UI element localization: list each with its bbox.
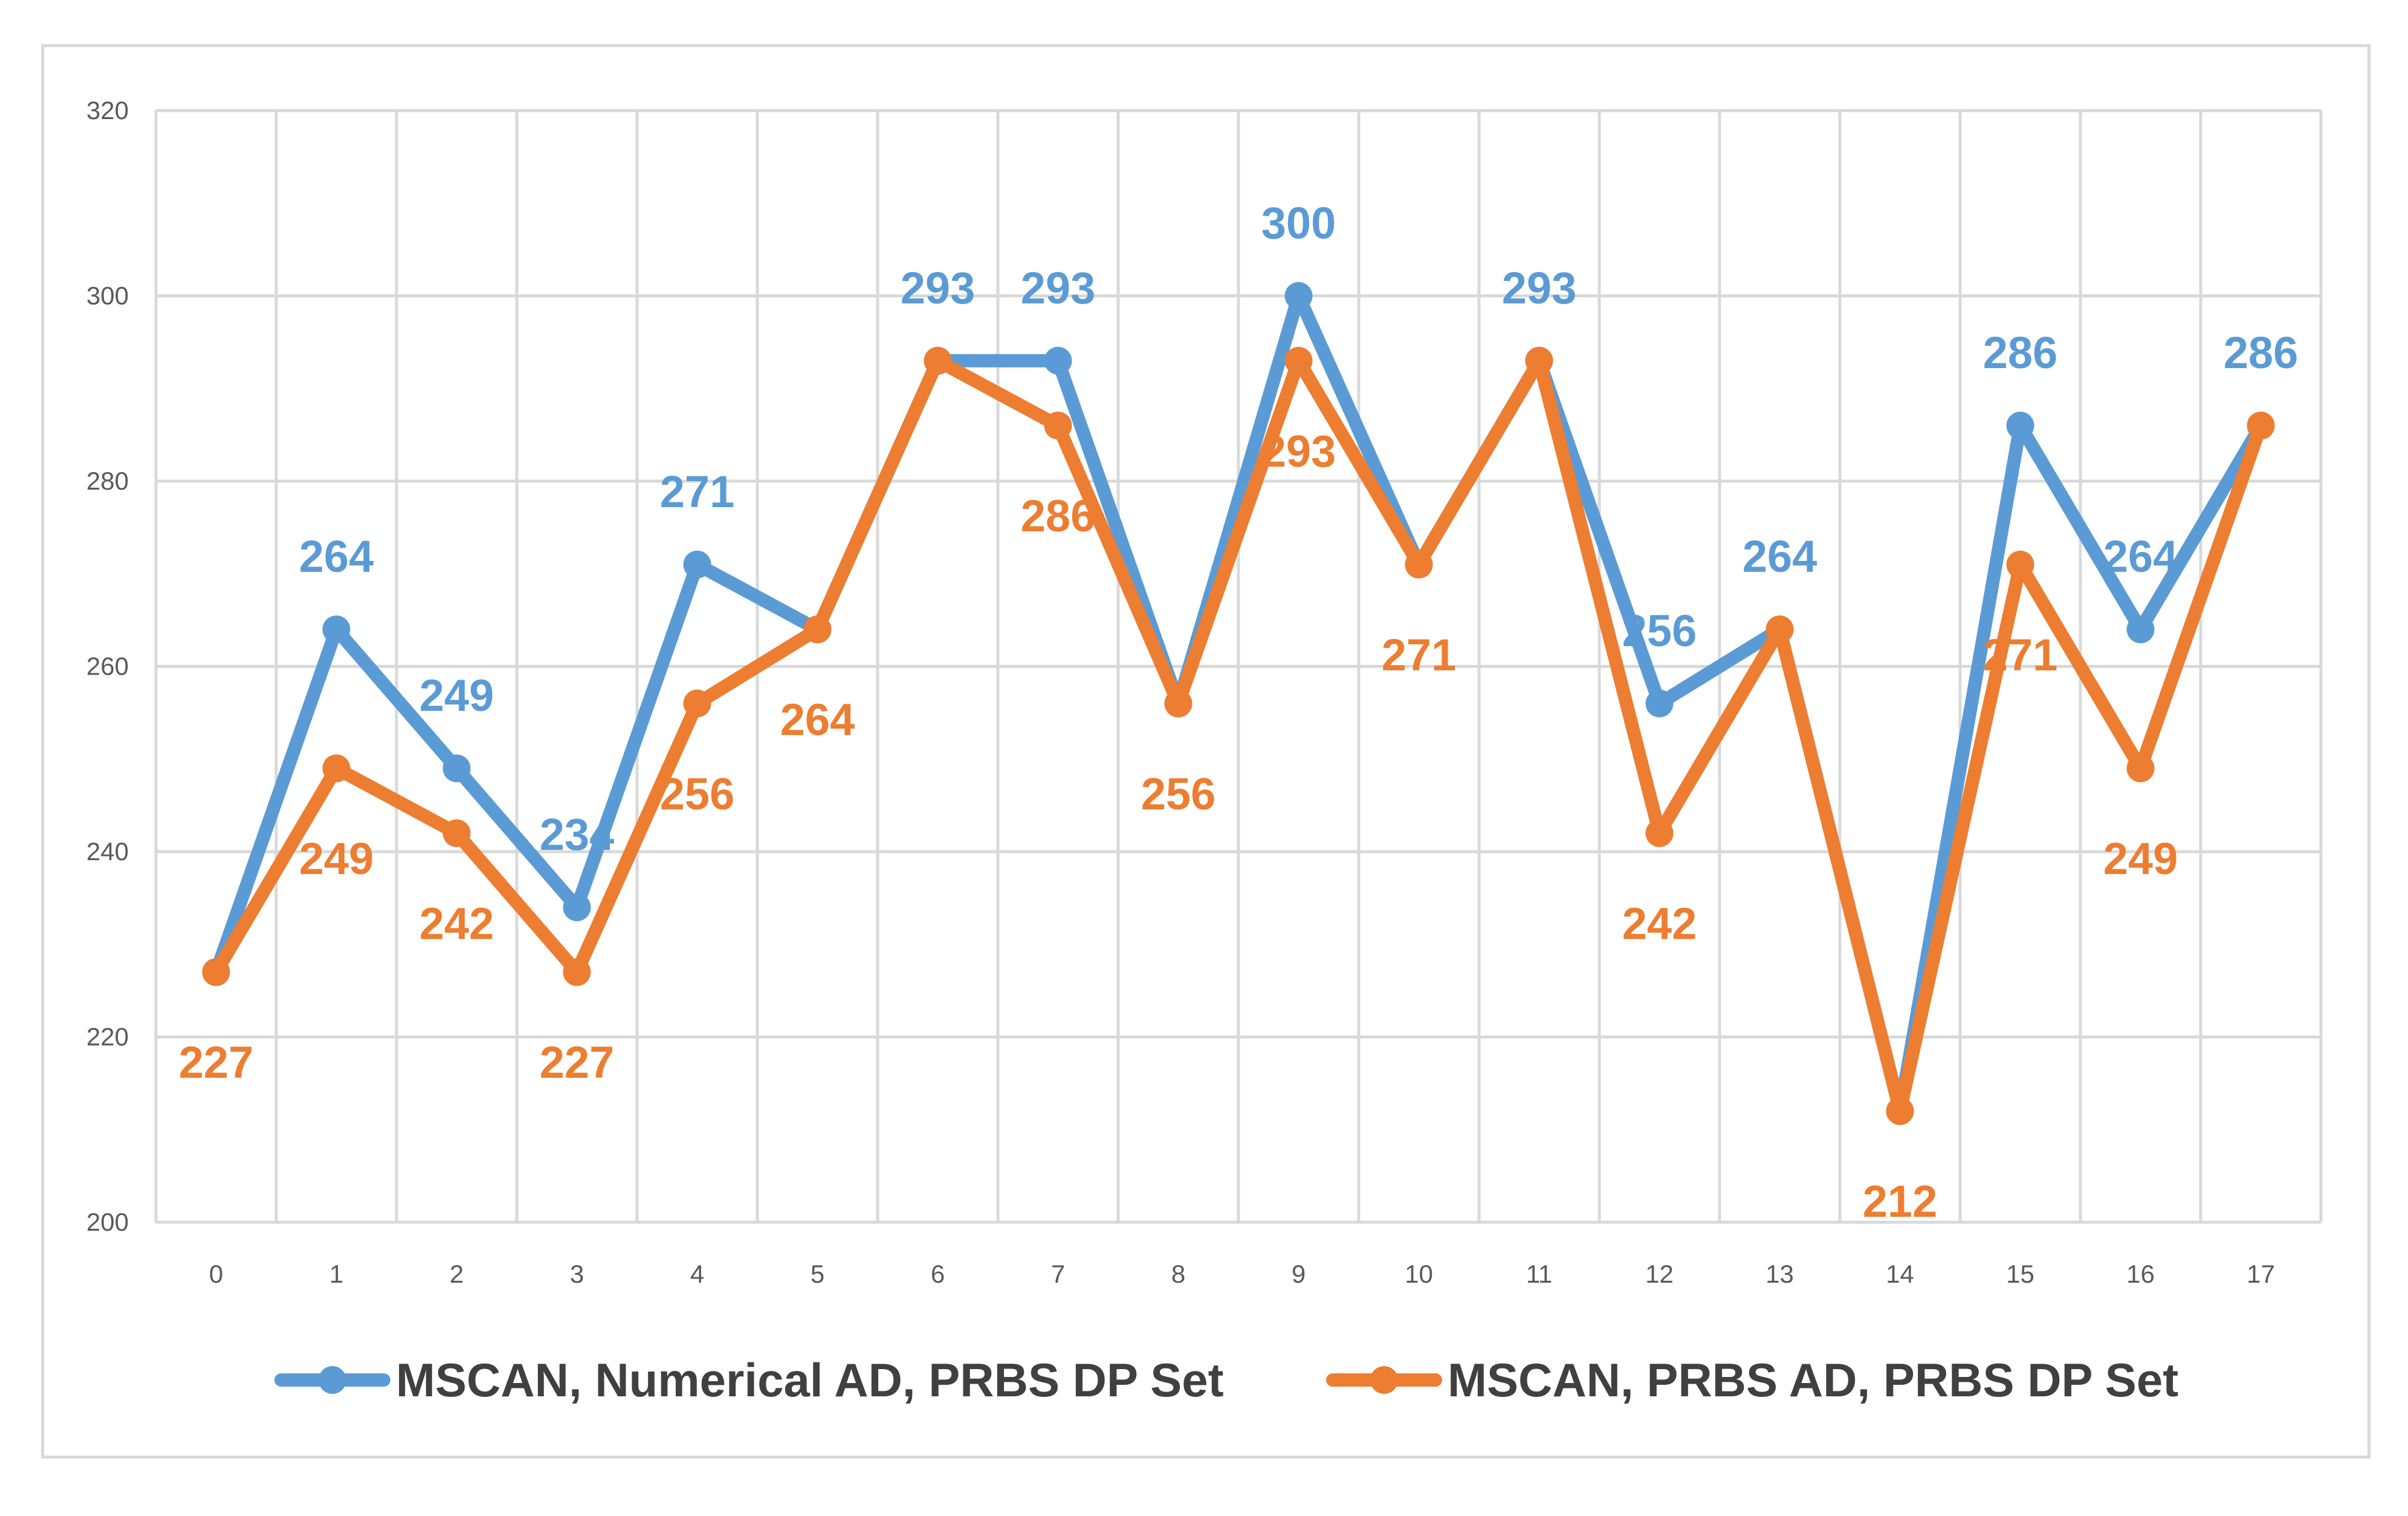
legend-label: MSCAN, PRBS AD, PRBS DP Set [1448, 1353, 2178, 1407]
data-point [442, 819, 471, 847]
data-label: 271 [660, 467, 734, 517]
x-tick-label: 14 [1886, 1260, 1914, 1288]
data-label: 264 [780, 695, 855, 745]
data-label: 249 [299, 834, 374, 884]
data-point [1645, 819, 1674, 847]
data-point [2126, 754, 2155, 783]
data-label: 249 [419, 670, 494, 721]
data-point [202, 958, 230, 986]
data-point [803, 615, 832, 644]
data-point [322, 754, 351, 783]
data-label: 256 [660, 769, 734, 819]
data-label: 293 [1261, 426, 1336, 476]
data-point [1284, 346, 1313, 375]
data-point [2006, 412, 2034, 440]
y-tick-label: 300 [86, 282, 129, 310]
data-label: 271 [1382, 630, 1456, 680]
legend-swatch-marker [319, 1366, 346, 1394]
data-point [1405, 550, 1433, 578]
data-label: 256 [1141, 769, 1215, 819]
series-1-data-labels: 264 249 234 271 293 293 300 293 256 264 286 264 286 [299, 198, 2298, 860]
data-point [1284, 282, 1313, 310]
x-tick-label: 15 [2006, 1260, 2034, 1288]
x-tick-label: 13 [1766, 1260, 1794, 1288]
data-label: 227 [540, 1037, 614, 1087]
data-point [1645, 689, 1674, 718]
data-point [563, 893, 591, 921]
data-point [1044, 412, 1072, 440]
data-point [2006, 550, 2034, 578]
legend-swatch-marker [1370, 1366, 1398, 1394]
data-label: 286 [2224, 328, 2298, 378]
data-label: 227 [179, 1037, 253, 1087]
data-point [924, 346, 952, 375]
data-label: 212 [1863, 1176, 1937, 1226]
data-point [442, 754, 471, 783]
data-label: 234 [540, 809, 614, 860]
data-point [1766, 615, 1794, 644]
y-tick-label: 220 [86, 1023, 129, 1051]
x-tick-label: 10 [1405, 1260, 1433, 1288]
x-tick-label: 3 [570, 1260, 584, 1288]
data-label: 271 [1983, 630, 2057, 680]
x-tick-label: 12 [1645, 1260, 1674, 1288]
series-2 [202, 346, 2275, 1126]
series-line [209, 354, 2268, 1118]
x-tick-label: 2 [450, 1260, 464, 1288]
x-tick-label: 16 [2126, 1260, 2155, 1288]
data-label: 293 [901, 263, 975, 313]
data-label: 300 [1261, 198, 1336, 248]
data-point [1044, 346, 1072, 375]
data-label: 293 [1021, 263, 1095, 313]
y-tick-label: 260 [86, 652, 129, 681]
data-point [563, 958, 591, 986]
x-tick-label: 6 [931, 1260, 945, 1288]
data-label: 242 [419, 898, 494, 948]
x-axis: 0 1 2 3 4 5 6 7 8 9 10 11 12 13 14 15 16 17 [209, 1260, 2275, 1288]
y-tick-label: 320 [86, 96, 129, 125]
data-point [322, 615, 351, 644]
data-label: 264 [299, 531, 374, 581]
x-tick-label: 17 [2247, 1260, 2275, 1288]
data-point [2126, 615, 2155, 644]
data-label: 286 [1983, 328, 2057, 378]
y-tick-label: 200 [86, 1208, 129, 1236]
data-point [1164, 689, 1193, 718]
data-point [1886, 1097, 1914, 1126]
x-tick-label: 4 [690, 1260, 704, 1288]
data-point [683, 550, 711, 578]
data-label: 264 [1743, 531, 1817, 581]
x-tick-label: 9 [1292, 1260, 1306, 1288]
y-tick-label: 240 [86, 837, 129, 866]
x-tick-label: 8 [1171, 1260, 1185, 1288]
y-axis: 200 220 240 260 280 300 320 [86, 96, 129, 1236]
x-tick-label: 7 [1051, 1260, 1065, 1288]
data-label: 264 [2103, 531, 2178, 581]
data-label: 242 [1622, 898, 1697, 948]
legend-label: MSCAN, Numerical AD, PRBS DP Set [396, 1353, 1224, 1407]
data-point [2247, 412, 2275, 440]
x-tick-label: 11 [1526, 1260, 1553, 1288]
gridlines [154, 109, 2323, 1224]
legend: MSCAN, Numerical AD, PRBS DP Set MSCAN, P… [274, 1353, 2178, 1407]
x-tick-label: 1 [329, 1260, 343, 1288]
data-label: 293 [1502, 263, 1576, 313]
data-point [683, 689, 711, 718]
data-label: 256 [1622, 606, 1697, 656]
x-tick-label: 0 [209, 1260, 223, 1288]
series-2-data-labels: 227 249 242 227 256 264 286 256 293 271 242 212 271 2… [179, 426, 2178, 1226]
x-tick-label: 5 [811, 1260, 824, 1288]
data-label: 286 [1021, 491, 1095, 541]
y-tick-label: 280 [86, 467, 129, 495]
data-label: 249 [2103, 834, 2178, 884]
data-point [1525, 346, 1553, 375]
